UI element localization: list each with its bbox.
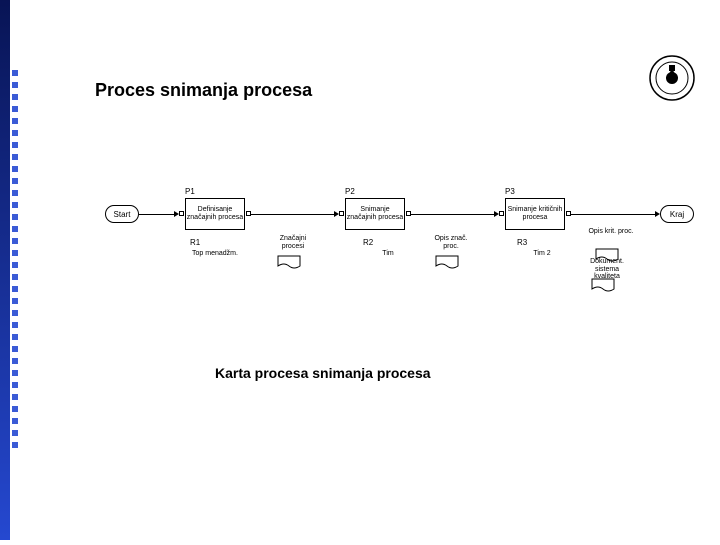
resource-id-label: R1: [190, 238, 200, 247]
sidebar-square: [12, 274, 18, 280]
document-label: Opis znač. proc.: [427, 235, 475, 250]
sidebar-square: [12, 154, 18, 160]
end-terminator: Kraj: [660, 205, 694, 223]
document-icon: [277, 255, 301, 271]
resource-label: Tim 2: [517, 250, 567, 258]
sidebar-square: [12, 286, 18, 292]
process-box: Snimanje značajnih procesa: [345, 198, 405, 230]
sidebar-square: [12, 106, 18, 112]
arrowhead-icon: [174, 211, 179, 217]
sidebar-square: [12, 130, 18, 136]
sidebar-square: [12, 334, 18, 340]
sidebar-square: [12, 166, 18, 172]
sidebar-square: [12, 370, 18, 376]
sidebar-gradient: [0, 0, 30, 540]
page-title: Proces snimanja procesa: [95, 80, 312, 101]
arrowhead-icon: [334, 211, 339, 217]
sidebar-square: [12, 406, 18, 412]
sidebar-square: [12, 214, 18, 220]
document-label: Opis krit. proc.: [587, 228, 635, 236]
sidebar-square: [12, 142, 18, 148]
sidebar-square: [12, 82, 18, 88]
sidebar-square: [12, 178, 18, 184]
connector-dot: [339, 211, 344, 216]
sidebar-square: [12, 442, 18, 448]
institution-logo: [649, 55, 695, 101]
process-box: Definisanje značajnih procesa: [185, 198, 245, 230]
sidebar-square: [12, 418, 18, 424]
sidebar-square: [12, 346, 18, 352]
process-flow-diagram: Start Kraj Definisanje značajnih procesa…: [105, 180, 705, 320]
connector-dot: [179, 211, 184, 216]
sidebar-square: [12, 226, 18, 232]
start-terminator: Start: [105, 205, 139, 223]
document-icon: [435, 255, 459, 271]
sidebar-square: [12, 394, 18, 400]
sidebar-square: [12, 70, 18, 76]
resource-id-label: R3: [517, 238, 527, 247]
sidebar-square: [12, 250, 18, 256]
arrowhead-icon: [655, 211, 660, 217]
resource-label: Top menadžm.: [190, 250, 240, 258]
start-label: Start: [114, 210, 131, 219]
flow-arrow: [411, 214, 494, 215]
flow-arrow: [139, 214, 174, 215]
sidebar-square: [12, 118, 18, 124]
process-id-label: P2: [345, 187, 355, 196]
document-label: Značajni procesi: [269, 235, 317, 250]
sidebar-square: [12, 322, 18, 328]
decorative-sidebar: [0, 0, 30, 540]
sidebar-square: [12, 310, 18, 316]
sidebar-square: [12, 298, 18, 304]
process-id-label: P1: [185, 187, 195, 196]
sidebar-square: [12, 238, 18, 244]
resource-id-label: R2: [363, 238, 373, 247]
sidebar-square: [12, 190, 18, 196]
sidebar-square: [12, 358, 18, 364]
document-icon: [591, 278, 615, 294]
end-label: Kraj: [670, 210, 684, 219]
sidebar-square: [12, 382, 18, 388]
flow-arrow: [571, 214, 655, 215]
process-id-label: P3: [505, 187, 515, 196]
sidebar-square: [12, 262, 18, 268]
arrowhead-icon: [494, 211, 499, 217]
flow-arrow: [251, 214, 334, 215]
sidebar-square: [12, 430, 18, 436]
resource-label: Tim: [363, 250, 413, 258]
sidebar-square: [12, 94, 18, 100]
sidebar-square: [12, 202, 18, 208]
process-box: Snimanje kritičnih procesa: [505, 198, 565, 230]
page-subtitle: Karta procesa snimanja procesa: [215, 365, 431, 381]
connector-dot: [499, 211, 504, 216]
